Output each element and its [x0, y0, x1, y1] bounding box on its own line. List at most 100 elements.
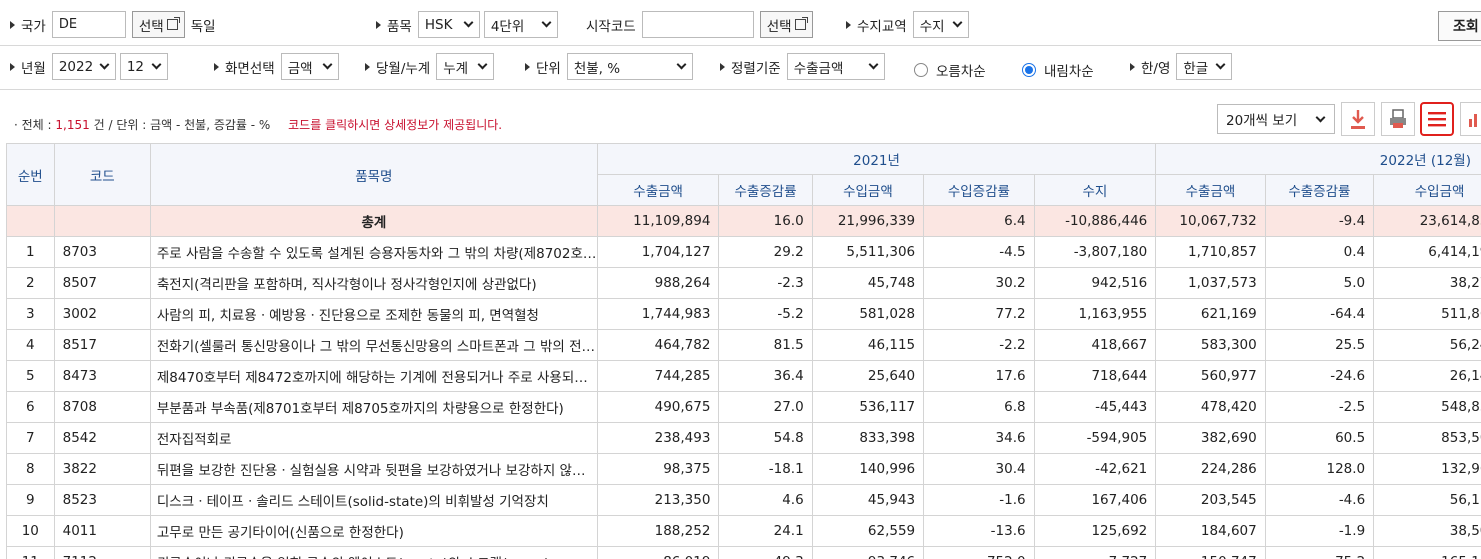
query-button[interactable]: 조회	[1438, 11, 1481, 41]
page-size-select[interactable]: 20개씩 보기	[1217, 104, 1335, 134]
sort-desc-radio[interactable]: 내림차순	[1022, 60, 1100, 80]
print-icon	[1390, 109, 1406, 128]
header-name[interactable]: 품목명	[149, 143, 598, 206]
total-prefix: 전체 :	[21, 118, 52, 132]
row-value: 132,963	[1373, 453, 1481, 485]
lang-select[interactable]: 한글	[1176, 53, 1233, 80]
year-select[interactable]: 2022	[51, 53, 116, 80]
header-2021-balance[interactable]: 수지	[1033, 174, 1157, 206]
list-view-button[interactable]	[1420, 102, 1454, 136]
header-group-2021: 2021년	[596, 143, 1157, 175]
item-level-select[interactable]: 4단위	[483, 11, 558, 38]
row-value: 29.2	[718, 236, 813, 268]
total-value: 21,996,339	[811, 205, 925, 237]
header-2021-import-rate[interactable]: 수입증감률	[923, 174, 1035, 206]
start-code-select-button[interactable]: 선택	[759, 11, 813, 38]
country-label: 국가	[21, 18, 46, 35]
row-value: 224,286	[1155, 453, 1266, 485]
row-value: -5.2	[718, 298, 813, 330]
screen-select[interactable]: 금액	[280, 53, 339, 80]
row-code-link[interactable]: 8703	[53, 236, 151, 268]
table-row[interactable]: 8 3822 뒤편을 보강한 진단용ㆍ실험실용 시약과 뒷편을 보강하였거나 보강하…	[6, 453, 1481, 485]
row-value: 56,114	[1373, 484, 1481, 516]
header-2022-export[interactable]: 수출금액	[1155, 174, 1266, 206]
total-row: 총계 11,109,894 16.0 21,996,339 6.4 -10,88…	[6, 205, 1481, 237]
row-seq: 7	[6, 422, 55, 454]
row-value: -13.6	[923, 515, 1035, 547]
country-select-button[interactable]: 선택	[131, 11, 185, 38]
header-seq[interactable]: 순번	[6, 143, 55, 206]
header-code[interactable]: 코드	[53, 143, 151, 206]
table-row[interactable]: 2 8507 축전지(격리판을 포함하며, 직사각형이나 정사각형인지에 상관없다)…	[6, 267, 1481, 299]
header-2022-export-rate[interactable]: 수출증감률	[1264, 174, 1375, 206]
unit-select[interactable]: 천불, %	[566, 53, 693, 80]
table-row[interactable]: 10 4011 고무로 만든 공기타이어(신품으로 한정한다) 188,252 24.1…	[6, 515, 1481, 547]
row-seq: 10	[6, 515, 55, 547]
row-value: 81.5	[718, 329, 813, 361]
table-row[interactable]: 4 8517 전화기(셀룰러 통신망용이나 그 밖의 무선통신망용의 스마트폰과 그…	[6, 329, 1481, 361]
row-code-link[interactable]: 8517	[53, 329, 151, 361]
row-seq: 8	[6, 453, 55, 485]
row-value: 30.2	[923, 267, 1035, 299]
table-row[interactable]: 7 8542 전자집적회로 238,493 54.8 833,398 34.6 -594,90…	[6, 422, 1481, 454]
row-value: 548,836	[1373, 391, 1481, 423]
sort-select[interactable]: 수출금액	[786, 53, 885, 80]
row-code-link[interactable]: 8473	[53, 360, 151, 392]
row-value: 942,516	[1033, 267, 1157, 299]
row-value: 418,667	[1033, 329, 1157, 361]
table-row[interactable]: 3 3002 사람의 피, 치료용ㆍ예방용ㆍ진단용으로 조제한 동물의 피, 면역혈…	[6, 298, 1481, 330]
header-2021-export-rate[interactable]: 수출증감률	[718, 174, 813, 206]
external-link-icon	[166, 17, 180, 30]
trade-select[interactable]: 수지	[912, 11, 969, 38]
row-value: 0.4	[1264, 236, 1375, 268]
bullet-icon	[214, 62, 219, 71]
row-value: 464,782	[596, 329, 720, 361]
chevron-down-icon	[541, 17, 552, 28]
row-value: 56,247	[1373, 329, 1481, 361]
row-value: 203,545	[1155, 484, 1266, 516]
row-code-link[interactable]: 8708	[53, 391, 151, 423]
row-code-link[interactable]: 8523	[53, 484, 151, 516]
table-row[interactable]: 6 8708 부분품과 부속품(제8701호부터 제8705호까지의 차량용으로 한…	[6, 391, 1481, 423]
chart-view-button[interactable]	[1460, 102, 1481, 136]
country-code-input[interactable]	[51, 11, 126, 38]
chevron-down-icon	[99, 59, 110, 70]
header-2021-import[interactable]: 수입금액	[811, 174, 925, 206]
row-value: -2.3	[718, 267, 813, 299]
row-value: -1.9	[1264, 515, 1375, 547]
item-type-select[interactable]: HSK	[417, 11, 480, 38]
row-code-link[interactable]: 3822	[53, 453, 151, 485]
row-value: -4.5	[923, 236, 1035, 268]
month-select[interactable]: 12	[119, 53, 168, 80]
row-value: 62,559	[811, 515, 925, 547]
row-value: 45,943	[811, 484, 925, 516]
row-code-link[interactable]: 3002	[53, 298, 151, 330]
table-row[interactable]: 5 8473 제8470호부터 제8472호까지에 해당하는 기계에 전용되거나 주…	[6, 360, 1481, 392]
row-code-link[interactable]: 7112	[53, 546, 151, 559]
table-row[interactable]: 9 8523 디스크ㆍ테이프ㆍ솔리드 스테이트(solid-state)의 비휘발성…	[6, 484, 1481, 516]
row-code-link[interactable]: 8542	[53, 422, 151, 454]
header-2021-export[interactable]: 수출금액	[596, 174, 720, 206]
sort-asc-radio[interactable]: 오름차순	[914, 60, 992, 80]
download-button[interactable]	[1341, 102, 1375, 136]
period-select[interactable]: 누계	[436, 53, 495, 80]
chevron-down-icon	[322, 59, 333, 70]
radio-on-icon[interactable]	[1022, 63, 1036, 77]
row-value: 1,704,127	[596, 236, 720, 268]
header-2022-import[interactable]: 수입금액	[1373, 174, 1481, 206]
row-value: 128.0	[1264, 453, 1375, 485]
row-value: 581,028	[811, 298, 925, 330]
table-row[interactable]: 1 8703 주로 사람을 수송할 수 있도록 설계된 승용자동차와 그 밖의 차량…	[6, 236, 1481, 268]
radio-off-icon[interactable]	[914, 63, 928, 77]
total-code	[53, 205, 151, 237]
row-code-link[interactable]: 4011	[53, 515, 151, 547]
print-button[interactable]	[1381, 102, 1415, 136]
row-value: 46,115	[811, 329, 925, 361]
row-value: -2.5	[1264, 391, 1375, 423]
table-row[interactable]: 117112귀금속이나 귀금속을 입힌 금속의 웨이스트(waste)와 스크랩…	[6, 546, 1481, 559]
row-code-link[interactable]: 8507	[53, 267, 151, 299]
row-value: -4.6	[1264, 484, 1375, 516]
row-value: 583,300	[1155, 329, 1266, 361]
start-code-input[interactable]	[641, 11, 754, 38]
row-value: 38,276	[1373, 267, 1481, 299]
